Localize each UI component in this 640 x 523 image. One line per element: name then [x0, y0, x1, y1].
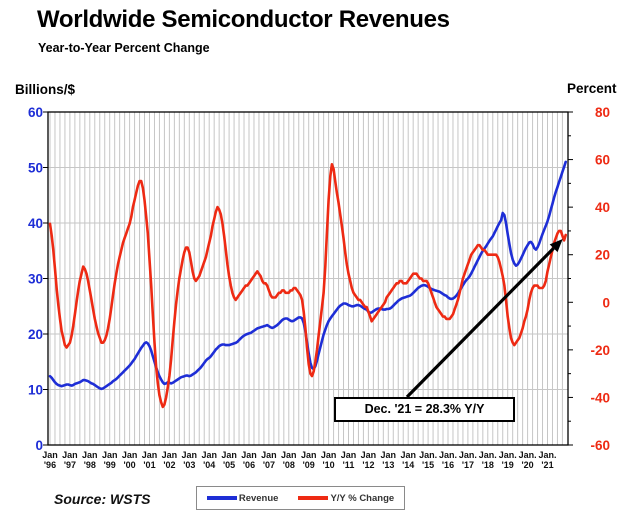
x-axis-tick-label: Jan. '21	[538, 450, 556, 470]
x-axis-tick-label: Jan '00	[122, 450, 138, 470]
x-axis-tick-label: Jan '09	[301, 450, 317, 470]
legend-item-yoy: Y/Y % Change	[298, 493, 394, 504]
x-axis-tick-label: Jan. '15	[419, 450, 437, 470]
x-axis-tick-label: Jan. '20	[519, 450, 537, 470]
right-axis-tick-label: -20	[590, 343, 610, 358]
x-axis-tick-label: Jan '98	[82, 450, 98, 470]
source-credit: Source: WSTS	[54, 491, 151, 507]
x-axis-tick-label: Jan '11	[341, 450, 357, 470]
left-axis-tick-label: 60	[28, 105, 43, 120]
legend-label-revenue: Revenue	[238, 492, 279, 504]
left-axis-tick-label: 30	[28, 272, 43, 287]
x-axis-tick-label: Jan '10	[321, 450, 337, 470]
x-axis-tick-label: Jan '13	[381, 450, 397, 470]
right-axis-tick-label: 60	[595, 153, 610, 168]
left-axis-title: Billions/$	[15, 82, 76, 97]
right-axis-tick-label: -60	[590, 438, 610, 453]
right-axis-tick-label: 0	[602, 295, 610, 310]
chart-legend: Revenue Y/Y % Change	[196, 486, 405, 510]
x-axis-tick-label: Jan '97	[62, 450, 78, 470]
x-axis-tick-label: Jan. '19	[499, 450, 517, 470]
x-axis-tick-label: Jan '04	[201, 450, 217, 470]
x-axis-tick-label: Jan '06	[241, 450, 257, 470]
right-axis-tick-label: 20	[595, 248, 610, 263]
legend-item-revenue: Revenue	[206, 492, 279, 504]
x-axis-tick-label: Jan '99	[102, 450, 118, 470]
x-axis-tick-label: Jan '12	[361, 450, 377, 470]
annotation-arrow-shaft	[405, 247, 555, 399]
left-axis-tick-label: 0	[35, 438, 43, 453]
annotation-callout: Dec. '21 = 28.3% Y/Y	[334, 397, 515, 422]
right-axis-tick-label: -40	[590, 390, 610, 405]
left-axis-tick-label: 10	[28, 383, 43, 398]
yoy-line-swatch	[298, 496, 329, 500]
x-axis-tick-label: Jan. '18	[479, 450, 497, 470]
x-axis-tick-label: Jan. '17	[459, 450, 477, 470]
left-axis-tick-label: 50	[28, 161, 43, 176]
left-axis-tick-label: 40	[28, 216, 43, 231]
legend-label-yoy: Y/Y % Change	[330, 492, 395, 504]
left-axis-tick-label: 20	[28, 327, 43, 342]
x-axis-tick-label: Jan '08	[281, 450, 297, 470]
right-axis-tick-label: 80	[595, 105, 610, 120]
x-axis-tick-label: Jan '14	[400, 450, 416, 470]
annotation-arrow-head	[549, 238, 563, 253]
x-axis-tick-label: Jan '01	[142, 450, 158, 470]
right-axis-title: Percent	[567, 81, 617, 96]
x-axis-tick-label: Jan '02	[162, 450, 178, 470]
x-axis-tick-label: Jan '03	[182, 450, 198, 470]
page-title: Worldwide Semiconductor Revenues	[37, 6, 450, 33]
yoy-change-line	[48, 163, 568, 409]
x-axis-tick-label: Jan '07	[261, 450, 277, 470]
revenue-line-swatch	[206, 496, 237, 500]
x-axis-tick-label: Jan '05	[221, 450, 237, 470]
page-subtitle: Year-to-Year Percent Change	[38, 41, 210, 55]
x-axis-tick-label: Jan '96	[42, 450, 58, 470]
x-axis-tick-label: Jan. '16	[439, 450, 457, 470]
right-axis-tick-label: 40	[595, 200, 610, 215]
